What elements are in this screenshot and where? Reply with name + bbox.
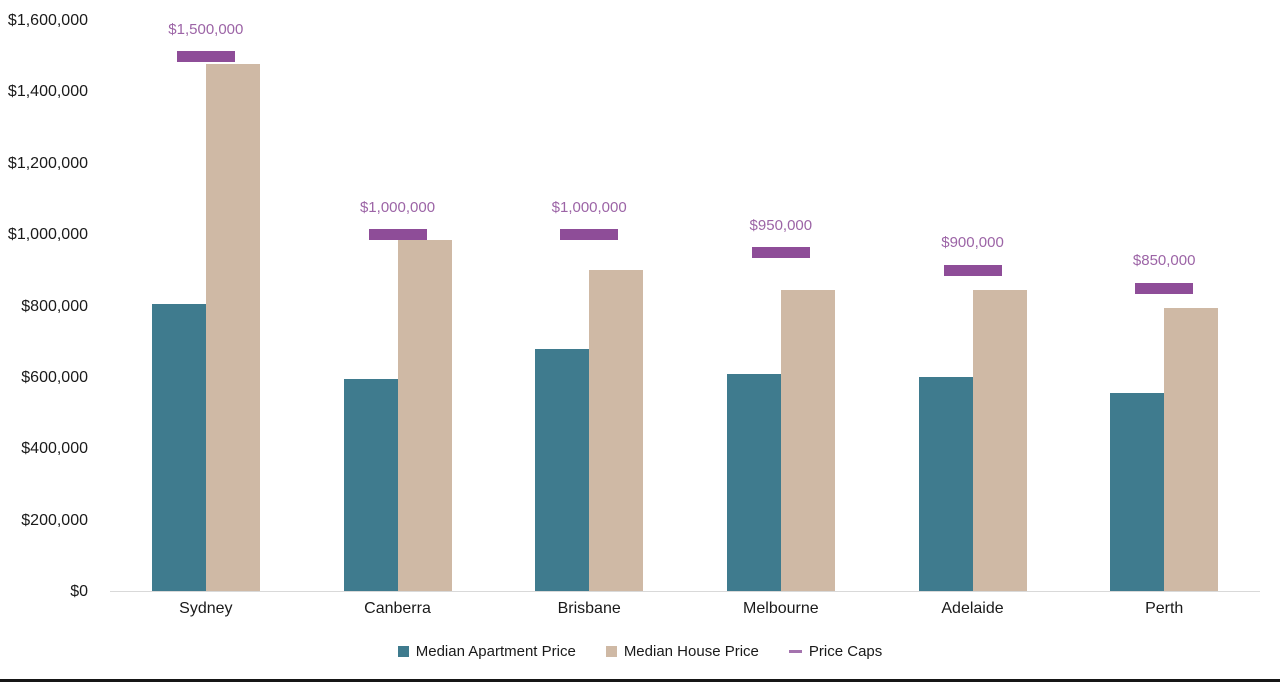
y-tick-label: $600,000: [21, 368, 88, 386]
price-cap-label-brisbane: $1,000,000: [551, 198, 627, 216]
bar-pair-brisbane: [535, 21, 644, 591]
legend: Median Apartment Price Median House Price…: [0, 643, 1280, 660]
legend-square-icon: [397, 646, 409, 657]
y-tick-label: $400,000: [21, 440, 88, 458]
bar-pair-adelaide: [918, 21, 1027, 591]
bar-median-apartment-price-melbourne: [726, 373, 781, 591]
y-tick-label: $800,000: [21, 297, 88, 315]
y-tick-label: $0: [70, 583, 88, 600]
legend-item-median-apartment-price: Median Apartment Price: [397, 643, 576, 660]
y-tick-label: $1,400,000: [7, 83, 88, 101]
bar-median-apartment-price-perth: [1110, 393, 1165, 591]
bar-group-brisbane: $1,000,000: [493, 21, 685, 591]
bar-pair-sydney: [151, 21, 260, 591]
price-cap-dash-adelaide: [943, 264, 1002, 276]
legend-label: Median Apartment Price: [415, 643, 576, 660]
bar-median-house-price-brisbane: [589, 270, 644, 591]
y-tick-label: $1,000,000: [7, 226, 88, 244]
bar-group-melbourne: $950,000: [685, 21, 877, 591]
x-label-perth: Perth: [1145, 600, 1184, 617]
price-cap-dash-canberra: [368, 229, 427, 241]
price-cap-dash-melbourne: [751, 247, 810, 259]
x-label-canberra: Canberra: [364, 600, 431, 617]
price-cap-label-perth: $850,000: [1132, 252, 1196, 270]
price-cap-dash-perth: [1135, 282, 1194, 294]
y-tick-label: $200,000: [21, 511, 88, 529]
bar-median-apartment-price-brisbane: [535, 348, 590, 591]
bar-group-sydney: $1,500,000: [110, 21, 302, 591]
bar-median-house-price-melbourne: [780, 289, 835, 591]
bar-median-apartment-price-canberra: [343, 379, 398, 591]
y-tick-label: $1,200,000: [7, 154, 88, 172]
legend-item-median-house-price: Median House Price: [605, 643, 759, 660]
price-cap-dash-sydney: [176, 51, 235, 63]
bar-group-adelaide: $900,000: [877, 21, 1069, 591]
legend-label: Price Caps: [808, 643, 883, 660]
legend-dash-icon: [788, 650, 802, 653]
price-cap-label-adelaide: $900,000: [941, 234, 1004, 252]
bar-group-canberra: $1,000,000: [302, 21, 494, 591]
legend-square-icon: [605, 646, 617, 657]
x-axis: Sydney Canberra Brisbane Melbourne Adelaide P…: [110, 600, 1260, 618]
bar-pair-canberra: [343, 21, 452, 591]
bar-pair-melbourne: [726, 21, 835, 591]
bar-median-apartment-price-adelaide: [918, 377, 973, 591]
x-label-brisbane: Brisbane: [557, 600, 621, 617]
plot-area: $1,500,000 $1,000,000 $1,000,000 $950,000 $9…: [110, 21, 1260, 592]
bar-median-house-price-adelaide: [972, 289, 1027, 591]
price-cap-label-melbourne: $950,000: [749, 216, 813, 234]
bar-median-apartment-price-sydney: [151, 304, 206, 591]
y-tick-label: $1,600,000: [7, 12, 88, 29]
price-cap-label-canberra: $1,000,000: [359, 198, 436, 216]
bar-pair-perth: [1110, 21, 1219, 591]
price-cap-label-sydney: $1,500,000: [168, 20, 244, 38]
y-axis: $0 $200,000 $400,000 $600,000 $800,000 $1,000…: [0, 13, 88, 600]
price-cap-dash-brisbane: [560, 229, 619, 241]
legend-item-price-caps: Price Caps: [788, 643, 883, 660]
bar-group-perth: $850,000: [1068, 21, 1260, 591]
legend-label: Median House Price: [623, 643, 759, 660]
bar-median-house-price-perth: [1164, 307, 1219, 591]
bottom-border: [0, 679, 1280, 682]
x-label-melbourne: Melbourne: [743, 600, 819, 617]
x-label-adelaide: Adelaide: [941, 600, 1004, 617]
x-label-sydney: Sydney: [179, 600, 233, 617]
bar-median-house-price-canberra: [397, 240, 452, 591]
bar-median-house-price-sydney: [205, 63, 260, 591]
